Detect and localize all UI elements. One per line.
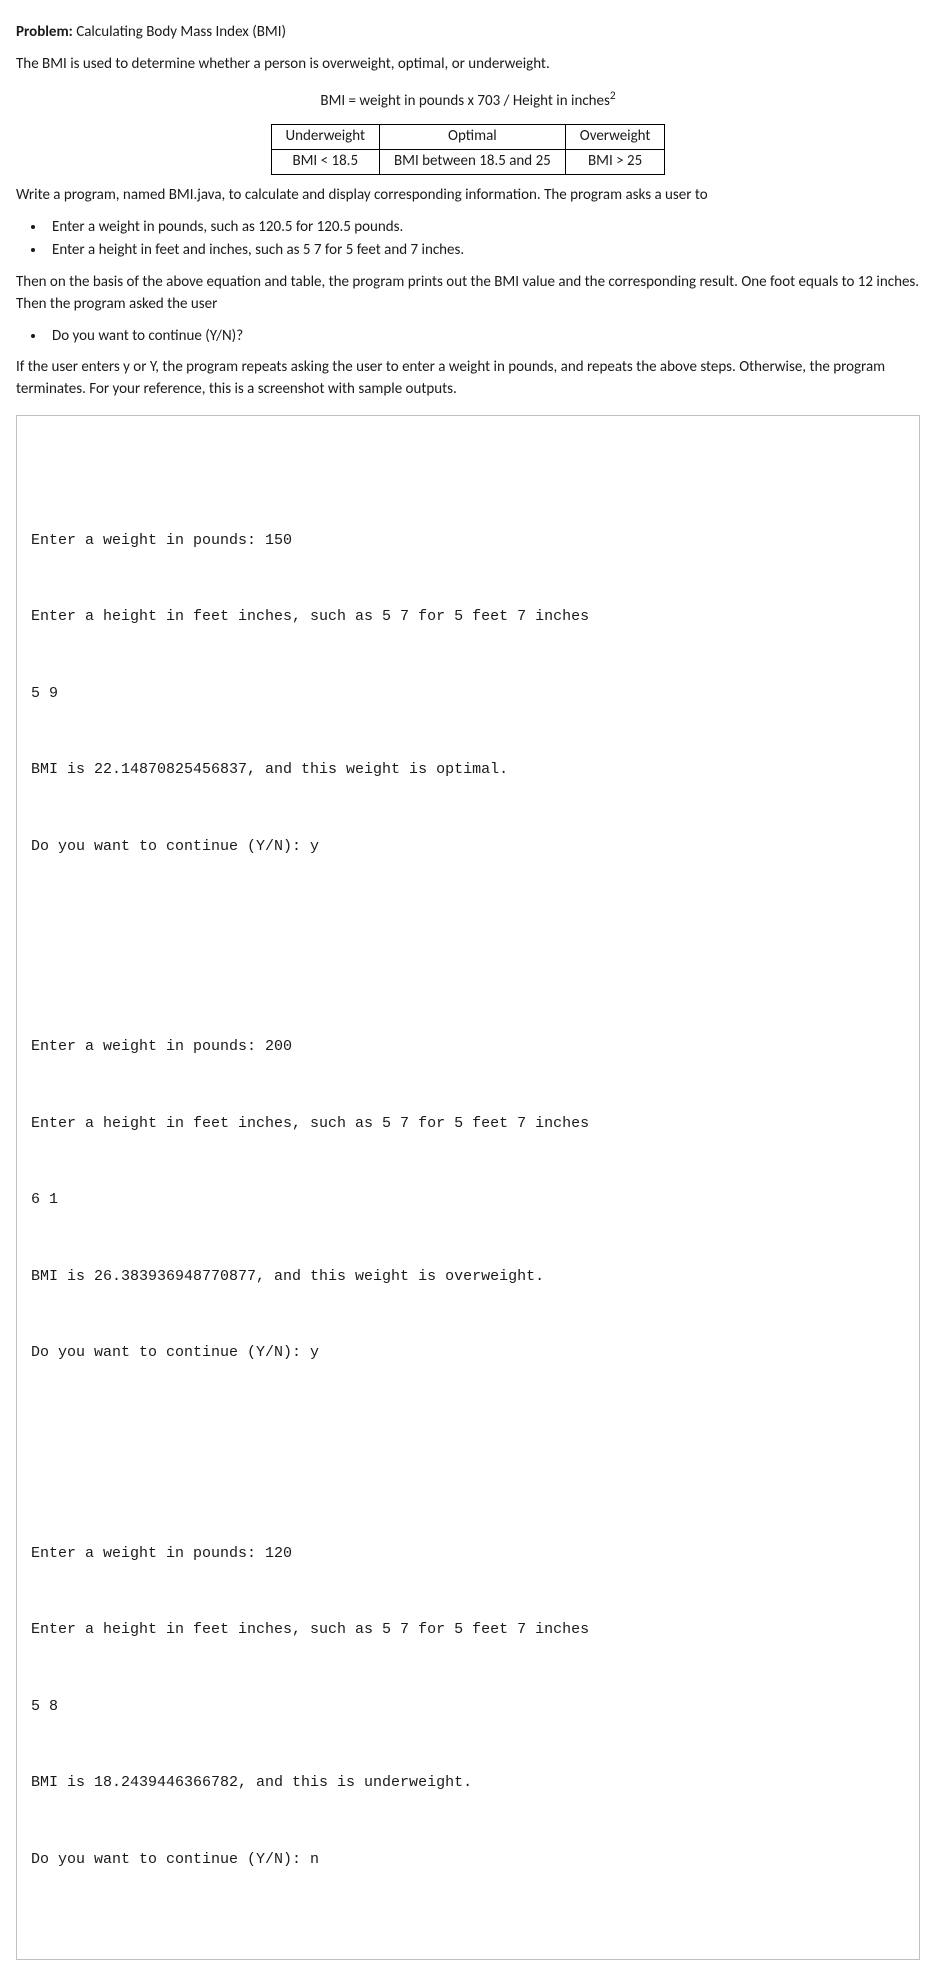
table-cell: BMI < 18.5 bbox=[271, 150, 379, 175]
table-row: BMI < 18.5 BMI between 18.5 and 25 BMI >… bbox=[271, 150, 665, 175]
problem-title-text: Calculating Body Mass Index (BMI) bbox=[76, 23, 286, 41]
formula-superscript: 2 bbox=[610, 89, 616, 103]
list-item: Enter a height in feet and inches, such … bbox=[46, 240, 920, 262]
intro-paragraph: The BMI is used to determine whether a p… bbox=[16, 54, 920, 76]
paragraph-2: Then on the basis of the above equation … bbox=[16, 272, 920, 316]
output-line: BMI is 22.14870825456837, and this weigh… bbox=[31, 757, 905, 783]
table-row: Underweight Optimal Overweight bbox=[271, 125, 665, 150]
output-line: Enter a weight in pounds: 150 bbox=[31, 528, 905, 554]
output-line: Enter a height in feet inches, such as 5… bbox=[31, 604, 905, 630]
output-line: 6 1 bbox=[31, 1187, 905, 1213]
sample-output-box: Enter a weight in pounds: 150 Enter a he… bbox=[16, 415, 920, 1960]
output-line: Enter a height in feet inches, such as 5… bbox=[31, 1617, 905, 1643]
output-block-3: Enter a weight in pounds: 120 Enter a he… bbox=[31, 1490, 905, 1924]
problem-header: Problem: Calculating Body Mass Index (BM… bbox=[16, 22, 920, 44]
output-line: Enter a weight in pounds: 120 bbox=[31, 1541, 905, 1567]
formula-text: BMI = weight in pounds x 703 / Height in… bbox=[320, 92, 609, 110]
output-line: Do you want to continue (Y/N): n bbox=[31, 1847, 905, 1873]
output-block-1: Enter a weight in pounds: 150 Enter a he… bbox=[31, 477, 905, 911]
formula: BMI = weight in pounds x 703 / Height in… bbox=[16, 88, 920, 113]
problem-label: Problem: bbox=[16, 23, 73, 41]
list-item: Enter a weight in pounds, such as 120.5 … bbox=[46, 217, 920, 239]
output-block-2: Enter a weight in pounds: 200 Enter a he… bbox=[31, 983, 905, 1417]
table-cell: BMI > 25 bbox=[565, 150, 665, 175]
requirements-list-1: Enter a weight in pounds, such as 120.5 … bbox=[46, 217, 920, 263]
output-line: BMI is 26.383936948770877, and this weig… bbox=[31, 1264, 905, 1290]
paragraph-1: Write a program, named BMI.java, to calc… bbox=[16, 185, 920, 207]
output-line: 5 9 bbox=[31, 681, 905, 707]
output-line: Enter a height in feet inches, such as 5… bbox=[31, 1111, 905, 1137]
bmi-category-table: Underweight Optimal Overweight BMI < 18.… bbox=[271, 124, 666, 175]
table-cell: Optimal bbox=[380, 125, 566, 150]
table-cell: Overweight bbox=[565, 125, 665, 150]
output-line: 5 8 bbox=[31, 1694, 905, 1720]
table-cell: BMI between 18.5 and 25 bbox=[380, 150, 566, 175]
output-line: Enter a weight in pounds: 200 bbox=[31, 1034, 905, 1060]
table-cell: Underweight bbox=[271, 125, 379, 150]
paragraph-3: If the user enters y or Y, the program r… bbox=[16, 357, 920, 401]
output-line: BMI is 18.2439446366782, and this is und… bbox=[31, 1770, 905, 1796]
list-item: Do you want to continue (Y/N)? bbox=[46, 326, 920, 348]
requirements-list-2: Do you want to continue (Y/N)? bbox=[46, 326, 920, 348]
output-line: Do you want to continue (Y/N): y bbox=[31, 834, 905, 860]
output-line: Do you want to continue (Y/N): y bbox=[31, 1340, 905, 1366]
